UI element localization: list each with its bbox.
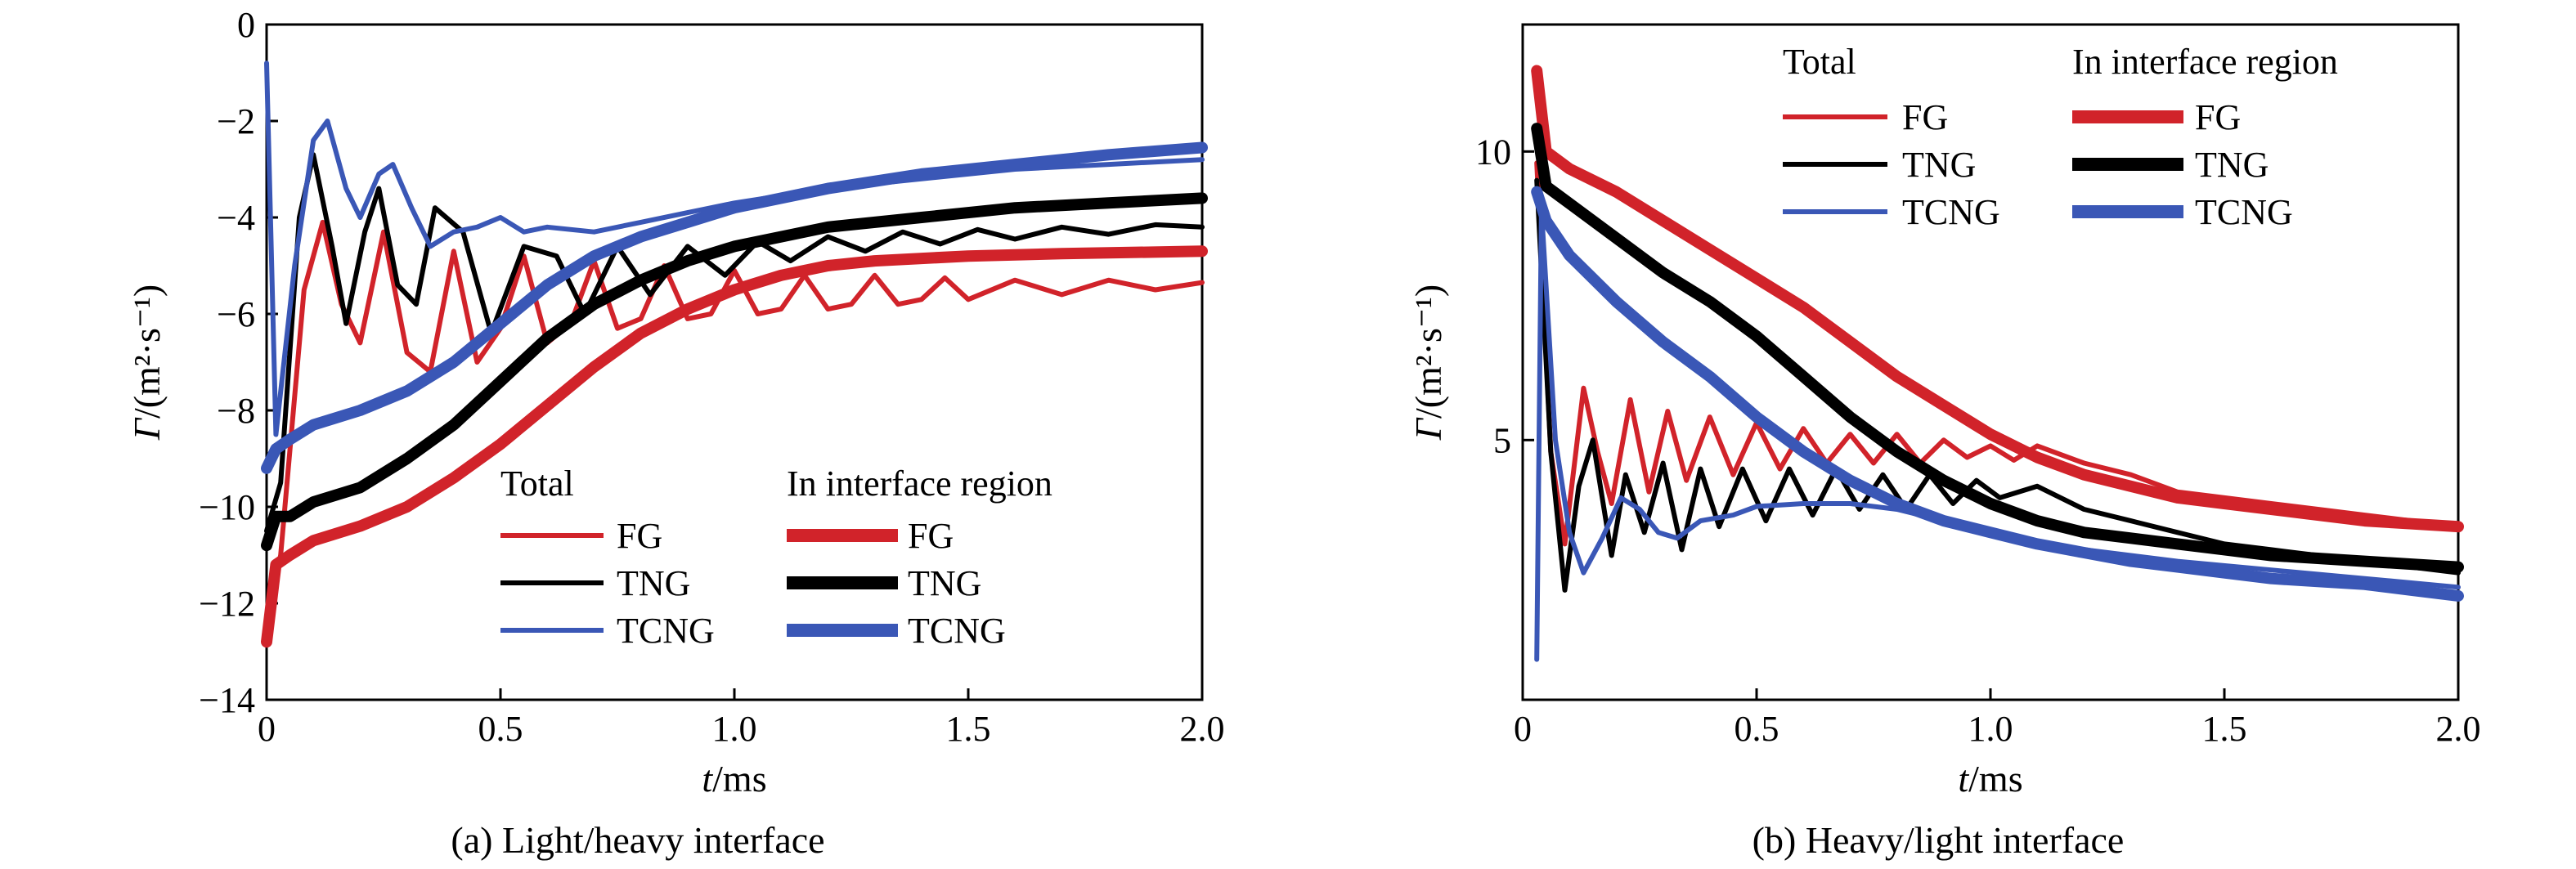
panel-a-ytick-label: 0 xyxy=(237,5,255,45)
legend-label-region-tng: TNG xyxy=(2195,145,2269,185)
legend-label-region-tcng: TCNG xyxy=(2195,192,2293,232)
panel-b-xlabel-unit: /ms xyxy=(1968,758,2022,800)
panel-a-xtick-label: 1.0 xyxy=(712,709,757,749)
panel-b-xlabel: t/ms xyxy=(1958,758,2022,800)
panel-a-caption: (a) Light/heavy interface xyxy=(451,819,824,861)
panel-a-xtick-label: 2.0 xyxy=(1180,709,1225,749)
legend-label-total-tcng: TCNG xyxy=(617,611,715,651)
panel-b-series-fg-region xyxy=(1531,65,2464,533)
panel-a-xlabel-symbol: t xyxy=(702,758,713,800)
panel-a-series-fg-total xyxy=(264,219,1205,630)
panel-b-frame xyxy=(1521,23,2460,701)
panel-b-ylabel-unit: /(m²·s⁻¹) xyxy=(1407,284,1449,419)
legend-header-total: Total xyxy=(500,464,574,504)
panel-b-xtick-label: 0 xyxy=(1514,709,1532,749)
panel-a-ylabel-symbol: Γ xyxy=(126,417,168,441)
legend-header-region: In interface region xyxy=(787,464,1052,504)
panel-b-xtick-label: 1.5 xyxy=(2202,709,2247,749)
panel-b-ytick-label: 5 xyxy=(1493,420,1511,460)
panel-a: 0 0.5 1.0 1.5 2.0 0 −2 −4 −6 −8 −10 −12 −14 Γ/(m²·s⁻… xyxy=(126,5,1225,861)
legend-label-total-tng: TNG xyxy=(1902,145,1976,185)
legend-label-total-tcng: TCNG xyxy=(1902,192,2000,232)
panel-b-xtick-label: 2.0 xyxy=(2436,709,2481,749)
panel-a-xtick-label: 0.5 xyxy=(478,709,523,749)
panel-a-ytick-label: −2 xyxy=(217,101,255,141)
panel-a-xlabel: t/ms xyxy=(702,758,766,800)
panel-b-xlabel-symbol: t xyxy=(1958,758,1969,800)
panel-b-series-tcng-region xyxy=(1531,186,2464,602)
legend-label-region-tng: TNG xyxy=(908,563,981,603)
panel-a-ytick-label: −6 xyxy=(217,294,255,334)
panel-a-ticks: 0 0.5 1.0 1.5 2.0 0 −2 −4 −6 −8 −10 −12 −14 xyxy=(199,5,1224,749)
panel-a-series-tng-total xyxy=(264,152,1205,534)
panel-b-ytick-label: 10 xyxy=(1475,132,1511,172)
panel-a-series-tcng-region xyxy=(261,141,1208,474)
panel-b-ylabel: Γ/(m²·s⁻¹) xyxy=(1407,284,1449,441)
panel-b-series-tng-region xyxy=(1531,123,2464,573)
panel-a-legend: Total In interface region FG TNG TCNG FG… xyxy=(500,464,1052,651)
legend-label-total-fg: FG xyxy=(1902,97,1948,137)
panel-a-frame xyxy=(265,23,1204,701)
panel-a-ytick-label: −4 xyxy=(217,198,255,238)
panel-a-ytick-label: −12 xyxy=(199,584,255,624)
panel-a-xtick-label: 1.5 xyxy=(946,709,991,749)
panel-a-xtick-label: 0 xyxy=(258,709,276,749)
panel-b-series xyxy=(1531,65,2464,662)
panel-a-ytick-label: −14 xyxy=(199,680,255,720)
legend-label-total-tng: TNG xyxy=(617,563,690,603)
panel-a-ylabel-unit: /(m²·s⁻¹) xyxy=(126,284,168,419)
panel-a-ytick-label: −8 xyxy=(217,391,255,431)
panel-b: 0 0.5 1.0 1.5 2.0 10 5 Γ/(m²·s⁻¹) t/ms (b) Hea… xyxy=(1407,23,2481,861)
legend-label-region-tcng: TCNG xyxy=(908,611,1006,651)
panel-b-legend: Total In interface region FG TNG TCNG FG… xyxy=(1783,42,2338,232)
legend-label-region-fg: FG xyxy=(908,516,954,556)
panel-a-series-tng-region xyxy=(261,192,1208,552)
panel-a-ytick-label: −10 xyxy=(199,487,255,527)
panel-b-ticks: 0 0.5 1.0 1.5 2.0 10 5 xyxy=(1475,132,2481,749)
panel-b-ylabel-symbol: Γ xyxy=(1407,417,1449,441)
legend-label-total-fg: FG xyxy=(617,516,662,556)
panel-a-ylabel: Γ/(m²·s⁻¹) xyxy=(126,284,168,441)
panel-b-series-fg-total xyxy=(1534,160,2461,547)
legend-header-total: Total xyxy=(1783,42,1856,82)
legend-label-region-fg: FG xyxy=(2195,97,2241,137)
panel-b-caption: (b) Heavy/light interface xyxy=(1752,819,2125,861)
panel-a-xlabel-unit: /ms xyxy=(712,758,766,800)
panel-a-series-fg-region xyxy=(261,245,1208,648)
panel-b-xtick-label: 1.0 xyxy=(1968,709,2013,749)
legend-header-region: In interface region xyxy=(2072,42,2338,82)
panel-b-xtick-label: 0.5 xyxy=(1735,709,1779,749)
panel-b-series-tng-total xyxy=(1534,177,2461,593)
panel-a-series xyxy=(261,60,1208,648)
